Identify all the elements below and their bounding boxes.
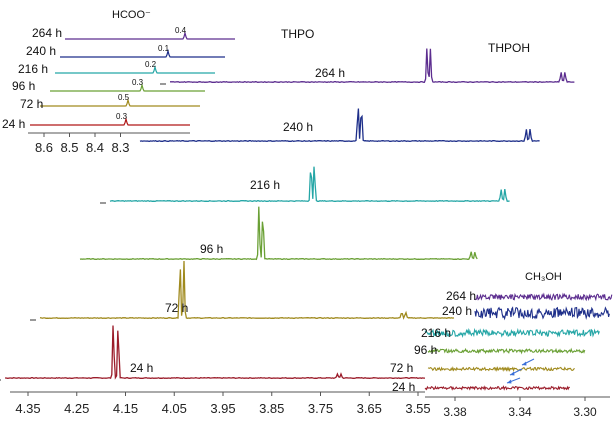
x-tick-label: 3.55 [405, 401, 430, 416]
inset-series-label: 24 h [2, 117, 25, 131]
inset-trace [475, 308, 609, 319]
inset-value-label: 0.4 [175, 26, 187, 35]
main-x-axis: 4.35 4.25 4.15 4.05 3.95 3.85 3.75 3.65 3.55 [10, 392, 431, 416]
inset-series-label: 216 h [18, 62, 48, 76]
inset-x-tick-label: 3.34 [508, 405, 532, 419]
spectrum-trace [5, 326, 425, 379]
inset-x-tick-label: 3.38 [443, 405, 467, 419]
spectrum-trace [110, 167, 510, 202]
main-spectra [0, 49, 574, 381]
x-tick-label: 3.95 [210, 401, 235, 416]
formate-inset-traces: 24 h 0.3 72 h 0.5 96 h 0.3 216 h 0.2 240 h 0.1 264… [2, 26, 235, 131]
inset-x-tick-label: 8.4 [86, 140, 104, 155]
inset-x-tick-label: 3.30 [573, 405, 597, 419]
main-series-labels: 24 h 72 h 96 h 216 h 240 h 264 h [130, 66, 345, 375]
inset-trace [65, 33, 235, 39]
inset-x-tick-label: 8.5 [60, 140, 78, 155]
x-tick-label: 3.75 [308, 401, 333, 416]
series-label: 216 h [250, 178, 280, 192]
x-tick-label: 4.05 [162, 401, 187, 416]
x-tick-label: 3.85 [259, 401, 284, 416]
series-label: 240 h [283, 120, 313, 134]
inset-trace [60, 51, 225, 57]
inset-trace [30, 119, 190, 125]
inset-trace [50, 85, 205, 91]
inset-series-label: 240 h [442, 304, 472, 318]
x-tick-label: 4.35 [15, 401, 40, 416]
inset-value-label: 0.2 [145, 60, 157, 69]
spectrum-trace [140, 109, 540, 142]
inset-trace [425, 330, 599, 336]
x-tick-label: 4.15 [113, 401, 138, 416]
methanol-inset-x-axis: 3.38 3.34 3.30 [425, 397, 610, 419]
methanol-inset-title: CH₃OH [525, 271, 562, 283]
inset-x-tick-label: 8.6 [35, 140, 53, 155]
series-label: 96 h [200, 242, 223, 256]
series-label: 264 h [315, 66, 345, 80]
peak-label-thpo: THPO [281, 27, 314, 41]
inset-series-label: 72 h [20, 97, 43, 111]
spectrum-trace [80, 207, 477, 260]
arrow-head-icon [507, 380, 512, 384]
inset-value-label: 0.5 [118, 93, 130, 102]
peak-label-thpoh: THPOH [488, 41, 530, 55]
inset-series-label: 264 h [32, 26, 62, 40]
x-tick-label: 4.25 [64, 401, 89, 416]
inset-trace [475, 294, 612, 300]
arrow-head-icon [522, 362, 527, 366]
inset-value-label: 0.1 [158, 44, 170, 53]
inset-trace [55, 67, 215, 73]
arrow-head-icon [510, 372, 515, 376]
inset-value-label: 0.3 [132, 78, 144, 87]
inset-trace [428, 349, 585, 353]
formate-inset-x-axis: 8.6 8.5 8.4 8.3 [28, 133, 190, 155]
inset-series-label: 264 h [446, 289, 476, 303]
inset-series-label: 240 h [26, 44, 56, 58]
inset-x-tick-label: 8.3 [111, 140, 129, 155]
x-tick-label: 3.65 [357, 401, 382, 416]
inset-series-label: 96 h [12, 79, 35, 93]
spectrum-trace [40, 261, 454, 318]
inset-series-label: 216 h [421, 326, 451, 340]
series-label: 24 h [130, 361, 153, 375]
inset-trace [428, 368, 574, 371]
inset-series-label: 96 h [414, 343, 437, 357]
inset-value-label: 0.3 [116, 112, 128, 121]
series-label: 72 h [165, 301, 188, 315]
inset-series-label: 24 h [392, 380, 415, 394]
formate-inset-title: HCOO⁻ [112, 9, 151, 21]
inset-series-label: 72 h [390, 361, 413, 375]
inset-trace [425, 387, 570, 390]
